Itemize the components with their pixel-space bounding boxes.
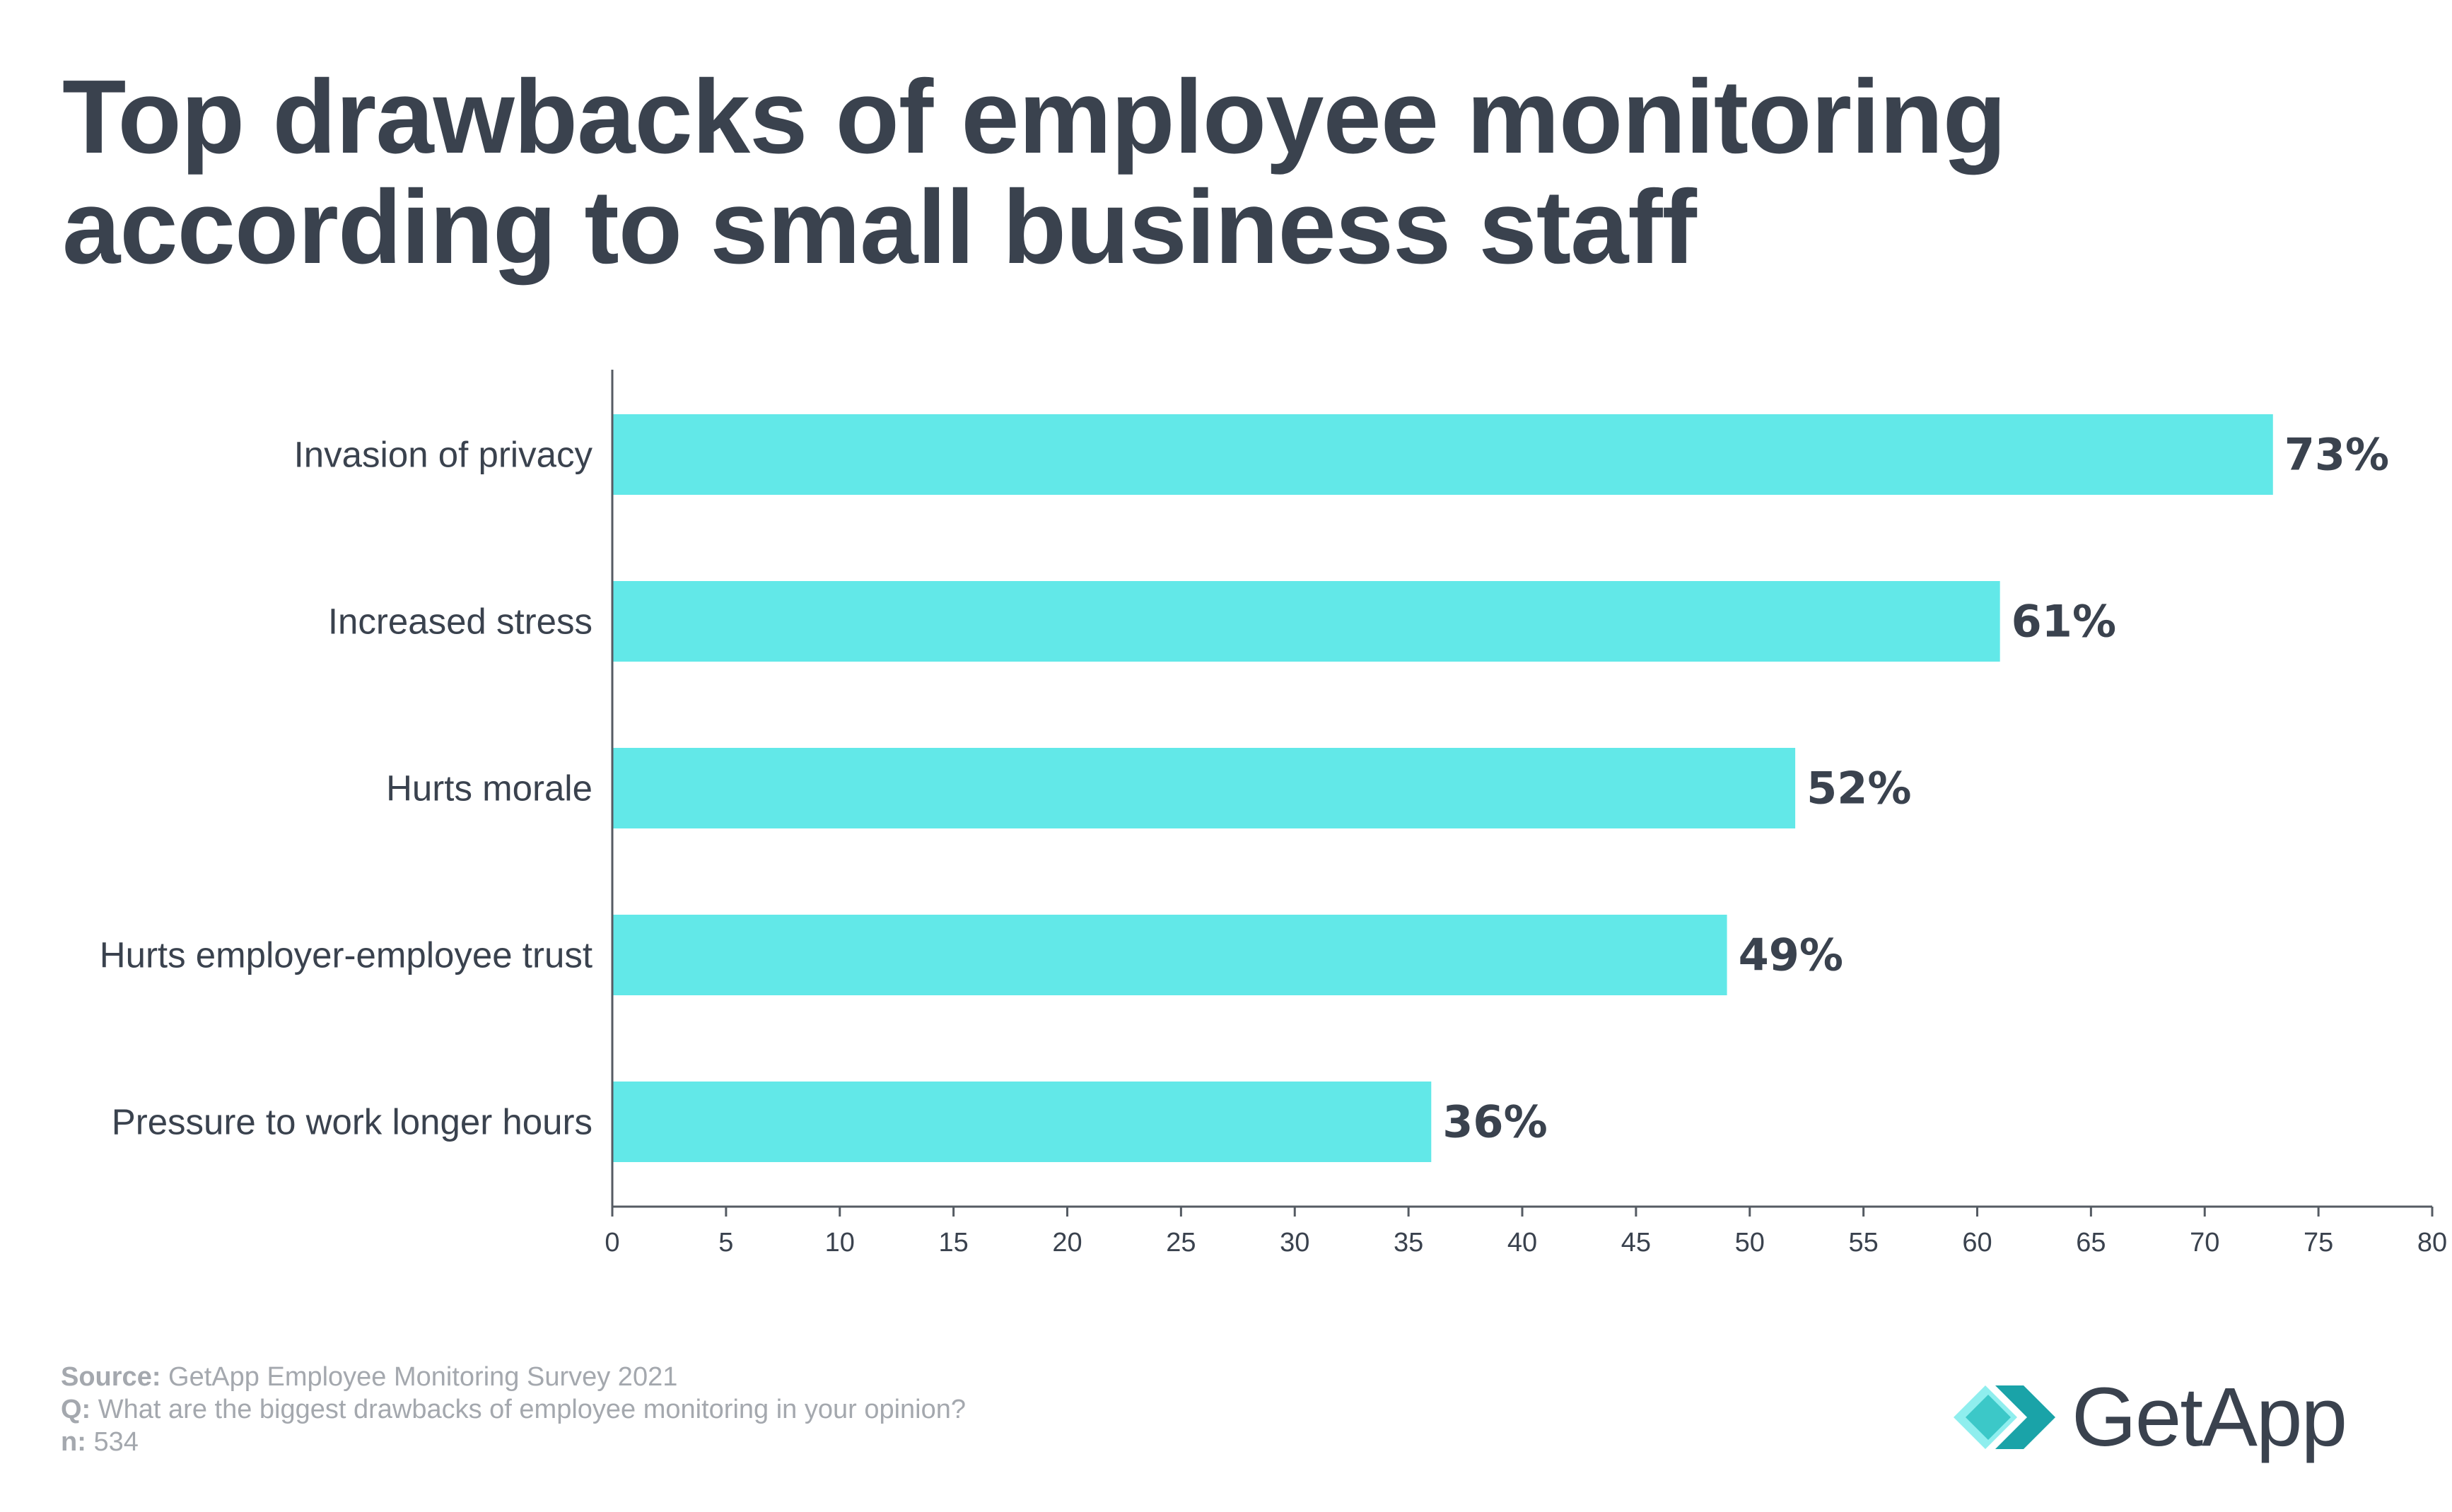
- x-tick-label-50: 50: [1735, 1228, 1765, 1258]
- value-label-4: 49%: [1739, 930, 1843, 981]
- x-tick-label-80: 80: [2417, 1228, 2447, 1258]
- value-label-2: 61%: [2012, 596, 2116, 647]
- x-tick-label-25: 25: [1166, 1228, 1196, 1258]
- x-tick-label-35: 35: [1394, 1228, 1423, 1258]
- value-labels-group: 73% 61% 52% 49% 36%: [1442, 429, 2389, 1148]
- x-tick-label-5: 5: [718, 1228, 733, 1258]
- x-tick-label-20: 20: [1052, 1228, 1082, 1258]
- value-label-5: 36%: [1442, 1096, 1547, 1148]
- bar-5: [612, 1082, 1432, 1162]
- getapp-logo: GetApp: [1951, 1371, 2347, 1464]
- x-tick-label-40: 40: [1507, 1228, 1537, 1258]
- x-tick-label-70: 70: [2190, 1228, 2219, 1258]
- x-tick-label-45: 45: [1621, 1228, 1651, 1258]
- x-axis-ticks-group: 0 5 10 15 20 25 30 35 40 45 50 55 60 65 70 75 80: [605, 1207, 2447, 1258]
- chart-title: Top drawbacks of employee monitoring acc…: [62, 62, 2254, 283]
- question-line: Q: What are the biggest drawbacks of emp…: [61, 1393, 966, 1426]
- getapp-chevron-icon: [1954, 1385, 2055, 1449]
- category-label-5: Pressure to work longer hours: [112, 1102, 592, 1142]
- x-tick-label-30: 30: [1280, 1228, 1309, 1258]
- x-tick-label-65: 65: [2076, 1228, 2106, 1258]
- x-tick-label-60: 60: [1962, 1228, 1992, 1258]
- category-label-2: Increased stress: [328, 602, 592, 642]
- sample-size-label: n:: [61, 1427, 86, 1457]
- bar-4: [612, 915, 1727, 995]
- category-label-4: Hurts employer-employee trust: [100, 935, 592, 975]
- category-label-3: Hurts morale: [386, 768, 592, 809]
- value-label-3: 52%: [1806, 763, 1911, 814]
- chart-title-line-1: Top drawbacks of employee monitoring: [62, 59, 2007, 175]
- getapp-logo-text: GetApp: [2072, 1371, 2347, 1464]
- sample-size-text: 534: [93, 1427, 139, 1457]
- chart-title-line-2: according to small business staff: [62, 169, 1697, 286]
- category-label-1: Invasion of privacy: [294, 435, 593, 475]
- value-label-1: 73%: [2284, 429, 2389, 481]
- bar-1: [612, 414, 2273, 495]
- source-text: GetApp Employee Monitoring Survey 2021: [168, 1362, 678, 1392]
- x-tick-label-55: 55: [1848, 1228, 1878, 1258]
- question-label: Q:: [61, 1395, 91, 1424]
- bar-2: [612, 581, 2000, 662]
- chart-footer: Source: GetApp Employee Monitoring Surve…: [61, 1361, 966, 1458]
- x-tick-label-15: 15: [938, 1228, 968, 1258]
- category-labels-group: Invasion of privacy Increased stress Hurts…: [100, 435, 593, 1142]
- source-line: Source: GetApp Employee Monitoring Surve…: [61, 1361, 966, 1393]
- x-tick-label-0: 0: [605, 1228, 619, 1258]
- question-text: What are the biggest drawbacks of employ…: [98, 1395, 967, 1424]
- x-tick-label-75: 75: [2304, 1228, 2333, 1258]
- bar-3: [612, 748, 1796, 828]
- source-label: Source:: [61, 1362, 161, 1392]
- sample-size-line: n: 534: [61, 1426, 966, 1458]
- x-tick-label-10: 10: [825, 1228, 855, 1258]
- bars-group: [612, 414, 2273, 1162]
